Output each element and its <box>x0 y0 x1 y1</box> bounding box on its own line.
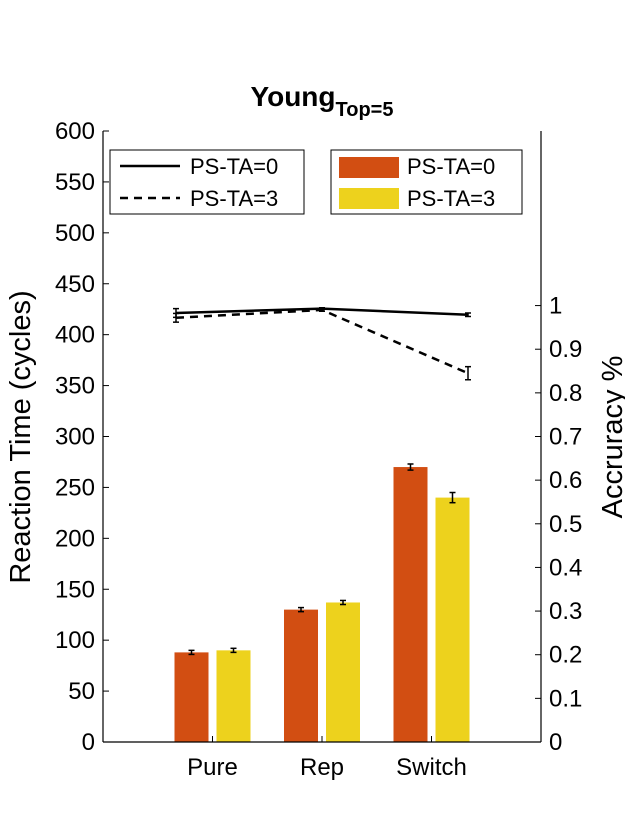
y-tick-label: 500 <box>55 220 95 247</box>
y-tick-label: 0 <box>82 729 95 756</box>
y2-tick-label: 1 <box>549 293 562 320</box>
legend-bar-swatch-1 <box>339 157 399 178</box>
legend-lines-box <box>109 149 305 215</box>
y2-tick-label: 0.7 <box>549 424 582 451</box>
legend-bar-label-1: PS-TA=0 <box>407 154 495 179</box>
y-tick-label: 400 <box>55 322 95 349</box>
legend-lines: PS-TA=0 PS-TA=3 <box>109 149 305 215</box>
y2-tick-label: 0.1 <box>549 685 582 712</box>
legend-bar-label-2: PS-TA=3 <box>407 186 495 211</box>
y-tick-label: 600 <box>55 118 95 145</box>
y-tick-label: 200 <box>55 525 95 552</box>
y-tick-label: 450 <box>55 271 95 298</box>
y-tick-label: 550 <box>55 169 95 196</box>
accuracy-lines <box>173 307 471 381</box>
chart-title: YoungTop=5 <box>251 81 394 121</box>
legend-line-label-2: PS-TA=3 <box>190 186 278 211</box>
bar <box>435 497 470 742</box>
x-axis-ticks: Pure Rep Switch <box>187 736 467 781</box>
y-tick-label: 50 <box>68 678 95 705</box>
y-tick-label: 100 <box>55 627 95 654</box>
bar <box>216 650 251 742</box>
bar <box>284 609 318 742</box>
y-tick-label: 350 <box>55 373 95 400</box>
y-tick-label: 250 <box>55 474 95 501</box>
x-tick-label: Rep <box>300 754 344 781</box>
bar <box>393 467 428 742</box>
legend-line-label-1: PS-TA=0 <box>190 154 278 179</box>
y2-tick-label: 0.4 <box>549 554 582 581</box>
legend-bars: PS-TA=0 PS-TA=3 <box>330 149 523 215</box>
y2-tick-label: 0.2 <box>549 642 582 669</box>
y2-tick-label: 0 <box>549 729 562 756</box>
y2-tick-label: 0.3 <box>549 598 582 625</box>
y-tick-label: 150 <box>55 576 95 603</box>
accuracy-line <box>175 308 469 375</box>
x-tick-label: Pure <box>187 754 238 781</box>
bars <box>174 463 470 742</box>
y2-axis-label: Accruracy % <box>597 356 625 519</box>
y-axis-label: Reaction Time (cycles) <box>5 290 37 583</box>
legend-bar-swatch-2 <box>339 188 399 209</box>
x-tick-label: Switch <box>396 754 467 781</box>
bar <box>174 652 209 742</box>
y2-tick-label: 0.6 <box>549 467 582 494</box>
y2-tick-label: 0.9 <box>549 336 582 363</box>
y-tick-label: 300 <box>55 424 95 451</box>
bar <box>326 602 360 742</box>
y2-axis-ticks: 0 0.1 0.2 0.3 0.4 0.5 0.6 0.7 0.8 0.9 1 <box>535 293 582 756</box>
y-axis-ticks: 0 50 100 150 200 250 300 350 400 450 500 550 600 <box>55 118 109 756</box>
y2-tick-label: 0.5 <box>549 511 582 538</box>
y2-tick-label: 0.8 <box>549 380 582 407</box>
